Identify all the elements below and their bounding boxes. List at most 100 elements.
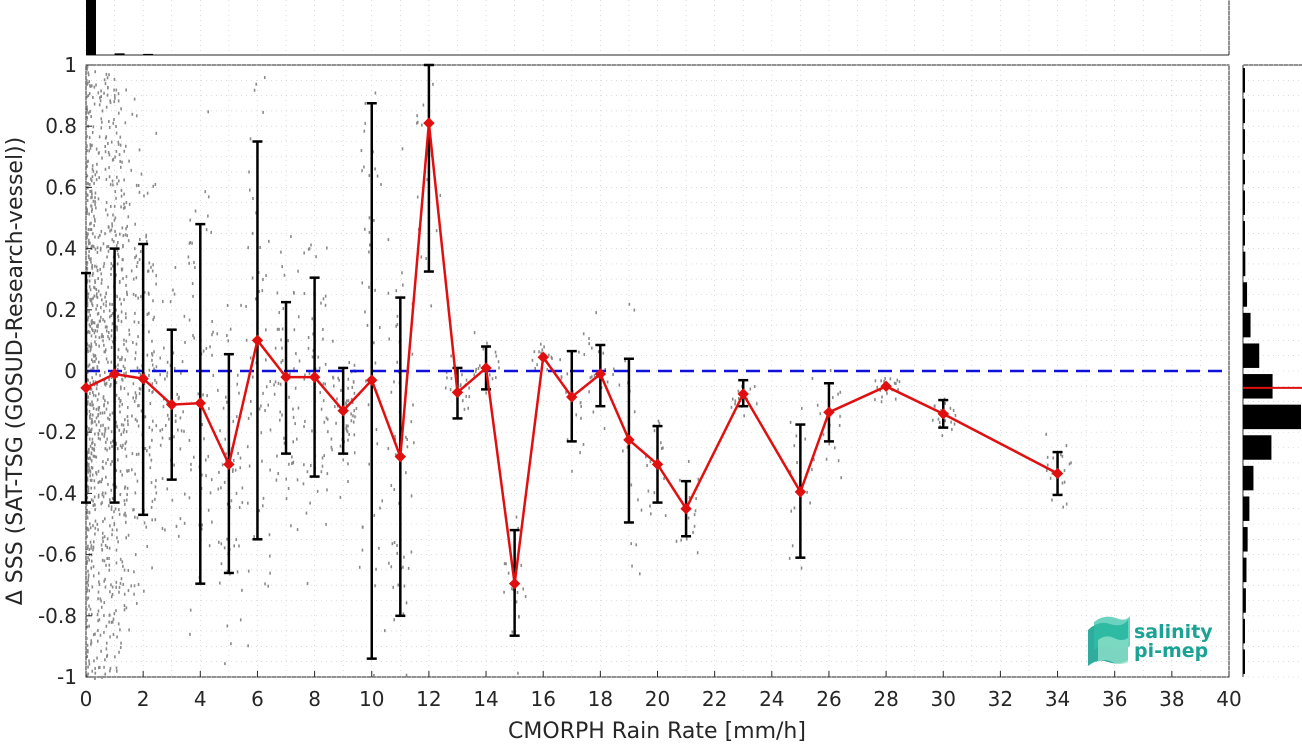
scatter-point — [86, 598, 88, 602]
scatter-point — [579, 401, 582, 405]
scatter-point — [383, 629, 386, 633]
scatter-point — [91, 195, 93, 199]
scatter-point — [117, 92, 120, 96]
scatter-point — [115, 273, 117, 277]
scatter-point — [461, 399, 464, 403]
scatter-point — [376, 174, 379, 178]
scatter-point — [125, 339, 128, 343]
scatter-point — [566, 372, 569, 376]
scatter-point — [276, 454, 278, 458]
scatter-point — [86, 301, 89, 305]
scatter-point — [92, 232, 94, 236]
scatter-point — [353, 391, 356, 395]
scatter-point — [86, 674, 88, 678]
scatter-point — [637, 498, 639, 502]
scatter-point — [135, 276, 138, 280]
scatter-point — [261, 289, 264, 293]
scatter-point — [119, 581, 122, 585]
scatter-point — [364, 121, 367, 125]
scatter-point — [387, 291, 390, 295]
scatter-point — [92, 390, 94, 394]
scatter-point — [91, 473, 94, 477]
mean-marker — [680, 502, 692, 515]
scatter-point — [838, 423, 841, 427]
scatter-point — [107, 249, 110, 253]
scatter-point — [130, 269, 133, 273]
scatter-point — [396, 360, 399, 364]
scatter-point — [896, 378, 899, 382]
scatter-point — [358, 565, 361, 569]
scatter-point — [289, 372, 291, 376]
scatter-point — [155, 381, 158, 385]
scatter-point — [111, 222, 113, 226]
scatter-point — [201, 473, 203, 477]
scatter-point — [101, 558, 104, 562]
scatter-point — [247, 644, 249, 648]
scatter-point — [108, 377, 110, 381]
scatter-point — [102, 519, 104, 523]
scatter-point — [839, 414, 841, 418]
scatter-point — [511, 630, 514, 634]
scatter-point — [137, 452, 140, 456]
scatter-point — [102, 242, 105, 246]
scatter-point — [90, 465, 93, 469]
scatter-point — [226, 569, 229, 573]
scatter-point — [1046, 463, 1049, 467]
scatter-point — [125, 454, 128, 458]
scatter-point — [100, 605, 103, 609]
scatter-point — [104, 672, 107, 676]
scatter-point — [103, 379, 106, 383]
scatter-point — [361, 169, 363, 173]
scatter-point — [236, 382, 239, 386]
scatter-point — [124, 233, 127, 237]
scatter-point — [137, 184, 140, 188]
scatter-point — [96, 304, 99, 308]
scatter-point — [262, 391, 264, 395]
scatter-point — [119, 135, 122, 139]
scatter-point — [94, 191, 97, 195]
scatter-point — [118, 590, 120, 594]
scatter-point — [281, 327, 284, 331]
scatter-point — [91, 244, 94, 248]
scatter-point — [123, 486, 126, 490]
scatter-point — [951, 427, 953, 431]
scatter-point — [816, 403, 819, 407]
scatter-point — [200, 527, 203, 531]
scatter-point — [92, 447, 95, 451]
scatter-point — [104, 447, 107, 451]
scatter-point — [394, 437, 397, 441]
scatter-point — [103, 319, 106, 323]
scatter-point — [324, 362, 327, 366]
scatter-point — [303, 463, 305, 467]
scatter-point — [229, 505, 231, 509]
scatter-point — [124, 312, 127, 316]
scatter-point — [495, 376, 497, 380]
scatter-point — [126, 486, 129, 490]
scatter-point — [88, 456, 91, 460]
scatter-point — [86, 292, 89, 296]
scatter-point — [517, 671, 519, 675]
scatter-point — [332, 376, 335, 380]
scatter-point — [99, 99, 102, 103]
scatter-point — [126, 224, 129, 228]
scatter-point — [1049, 476, 1052, 480]
scatter-point — [153, 350, 155, 354]
scatter-point — [95, 178, 98, 182]
scatter-point — [416, 120, 419, 124]
scatter-point — [90, 486, 93, 490]
scatter-point — [226, 303, 229, 307]
scatter-point — [151, 438, 153, 442]
scatter-point — [1060, 453, 1062, 457]
scatter-point — [874, 379, 877, 383]
scatter-point — [675, 539, 678, 543]
scatter-point — [347, 424, 349, 428]
scatter-point — [335, 421, 337, 425]
scatter-point — [249, 356, 252, 360]
scatter-point — [1065, 502, 1068, 506]
right-histogram-bar — [1243, 251, 1246, 277]
scatter-point — [90, 421, 93, 425]
scatter-point — [86, 209, 89, 213]
scatter-point — [378, 326, 381, 330]
scatter-point — [179, 517, 182, 521]
scatter-point — [87, 395, 89, 399]
